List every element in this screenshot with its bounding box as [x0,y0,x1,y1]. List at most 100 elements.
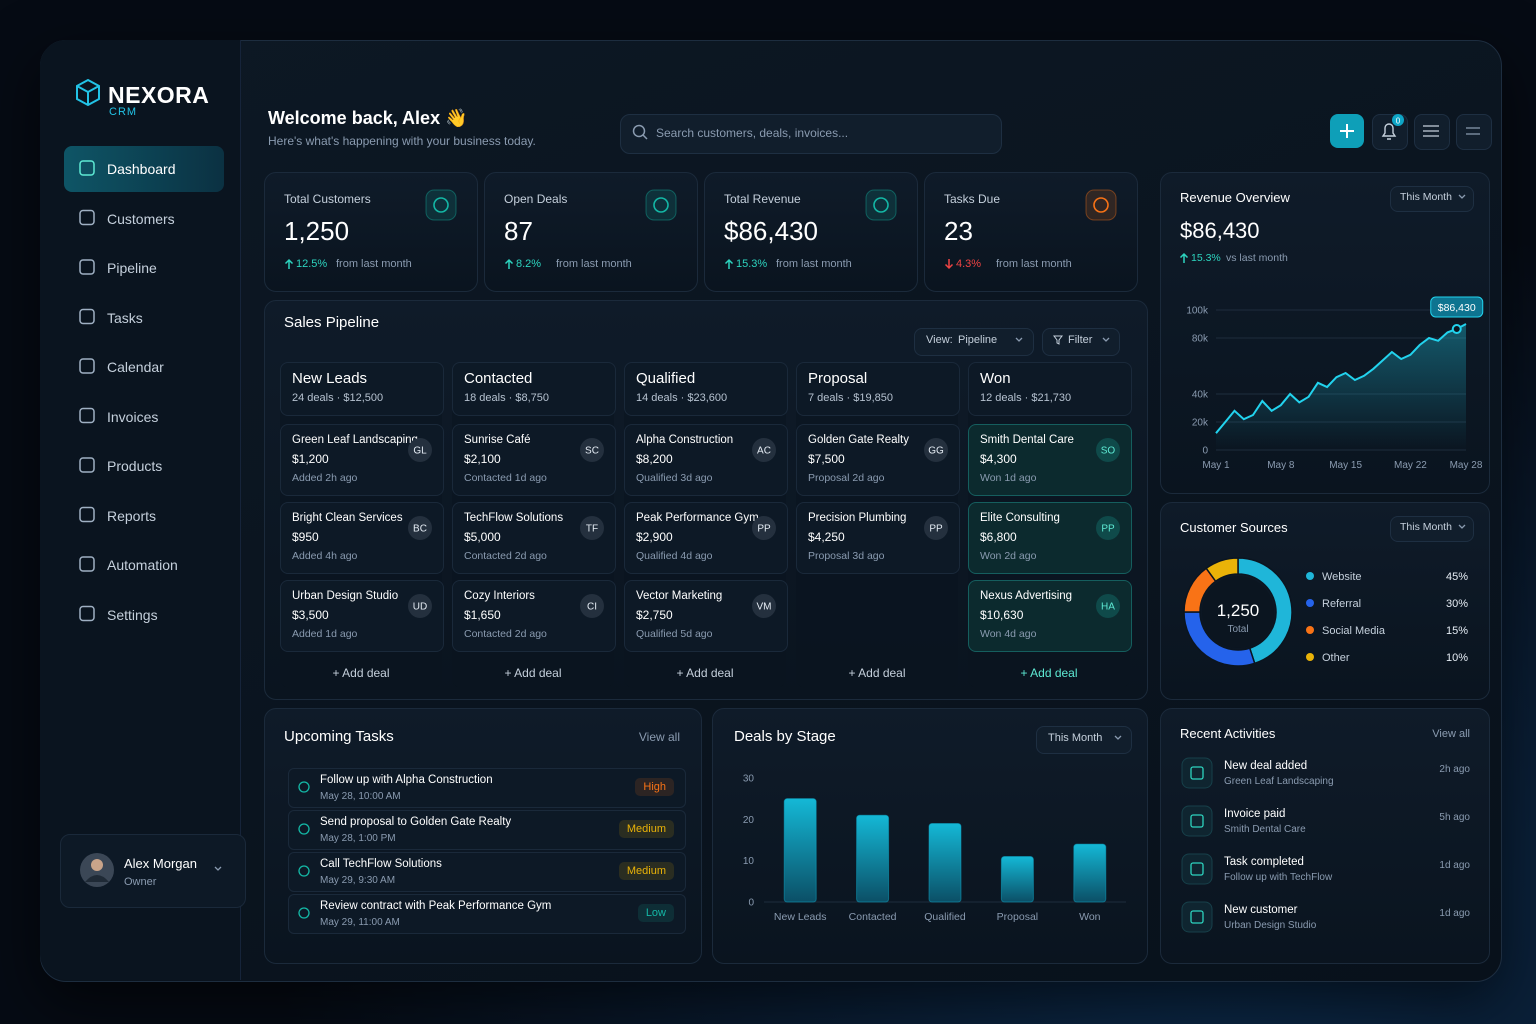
notifications-button[interactable] [1372,114,1408,150]
kpi-note: from last month [556,258,632,270]
tasks-view-all[interactable]: View all [638,730,680,744]
user-card[interactable] [60,834,246,908]
kpi-card [924,172,1138,292]
column-name: Proposal [808,370,868,387]
deal-note: Proposal 3d ago [808,550,885,562]
activity-detail: Smith Dental Care [1224,824,1306,835]
task-title: Call TechFlow Solutions [320,858,442,870]
column-summary: 7 deals · $19,850 [808,392,894,404]
deals-period-label: This Month [1048,732,1103,744]
deal-note: Contacted 1d ago [464,472,547,484]
kpi-label: Total Revenue [724,192,801,206]
add-deal[interactable]: + Add deal [332,666,390,680]
deal-name: Golden Gate Realty [808,434,910,446]
task-priority: Medium [618,862,674,880]
sources-title: Customer Sources [1180,520,1288,535]
nav-label: Customers [107,210,175,227]
column-name: Won [980,370,1011,387]
deal-note: Contacted 2d ago [464,628,547,640]
deal-amount: $7,500 [808,452,845,466]
task-title: Follow up with Alpha Construction [320,774,493,786]
column-summary: 14 deals · $23,600 [636,392,728,404]
column-header [624,362,788,416]
deal-name: Alpha Construction [636,434,734,446]
activities-view-all[interactable]: View all [1432,728,1470,740]
kpi-change: 4.3% [956,258,982,270]
deal-note: Qualified 5d ago [636,628,713,640]
filters-button[interactable] [1414,114,1450,150]
revenue-period[interactable] [1390,186,1474,212]
add-deal[interactable]: + Add deal [504,666,562,680]
deal-amount: $2,900 [636,530,673,544]
task-priority: High [635,778,674,796]
task-row[interactable] [288,894,686,934]
kpi-note: from last month [336,258,412,270]
column-header [452,362,616,416]
deal-name: Peak Performance Gym [636,512,759,524]
deal-amount: $5,000 [464,530,501,544]
settings-button[interactable] [1456,114,1492,150]
deal-amount: $3,500 [292,608,329,622]
deal-amount: $1,200 [292,452,329,466]
kpi-note: from last month [776,258,852,270]
deal-name: Urban Design Studio [292,590,399,602]
brand: NEXORA [108,82,210,108]
revenue-title: Revenue Overview [1180,190,1290,205]
tasks-title: Upcoming Tasks [284,728,394,745]
column-name: Qualified [636,370,696,387]
kpi-card [704,172,918,292]
task-row[interactable] [288,768,686,808]
deal-amount: $4,250 [808,530,845,544]
column-header [968,362,1132,416]
deal-name: Vector Marketing [636,590,723,602]
deal-note: Proposal 2d ago [808,472,885,484]
add-deal[interactable]: + Add deal [848,666,906,680]
view-value: Pipeline [958,334,998,346]
deal-amount: $2,100 [464,452,501,466]
activity-time: 5h ago [1439,812,1470,823]
filter-button[interactable] [1042,328,1120,356]
column-name: Contacted [464,370,533,387]
kpi-label: Open Deals [504,192,568,206]
sources-period[interactable] [1390,516,1474,542]
deal-note: Added 1d ago [292,628,358,640]
deal-amount: $8,200 [636,452,673,466]
kpi-label: Tasks Due [944,192,1001,206]
activity-detail: Follow up with TechFlow [1224,872,1333,883]
add-deal[interactable]: + Add deal [1020,666,1078,680]
pipeline-title: Sales Pipeline [284,314,380,331]
activity-time: 2h ago [1439,764,1470,775]
deals-stage-title: Deals by Stage [734,728,836,745]
revenue-change: 15.3% [1191,252,1221,264]
welcome-title: Welcome back, Alex 👋 [268,108,468,128]
column-header [280,362,444,416]
view-dropdown[interactable] [914,328,1034,356]
deal-note: Added 2h ago [292,472,358,484]
column-name: New Leads [292,370,368,387]
task-row[interactable] [288,852,686,892]
nav-item[interactable] [64,295,224,341]
add-deal[interactable]: + Add deal [676,666,734,680]
user-role: Owner [124,876,157,888]
deal-note: Won 4d ago [980,628,1037,640]
task-row[interactable] [288,810,686,850]
deal-amount: $1,650 [464,608,501,622]
deal-note: Qualified 3d ago [636,472,713,484]
task-due: May 28, 1:00 PM [320,833,396,844]
deal-name: Bright Clean Services [292,512,403,524]
deals-period[interactable] [1036,726,1132,754]
kpi-change: 12.5% [296,258,328,270]
activities-panel [1160,708,1490,964]
search-box[interactable] [620,114,1002,154]
kpi-change: 8.2% [516,258,542,270]
add-button[interactable] [1330,114,1364,148]
activity-time: 1d ago [1439,908,1470,919]
brand-sub: CRM [109,106,138,118]
deal-card[interactable] [280,424,444,496]
deal-note: Added 4h ago [292,550,358,562]
welcome-subtitle: Here's what's happening with your busine… [268,134,536,148]
deal-name: Green Leaf Landscaping [292,434,418,446]
nav-label: Tasks [107,309,143,326]
activity-detail: Green Leaf Landscaping [1224,776,1334,787]
